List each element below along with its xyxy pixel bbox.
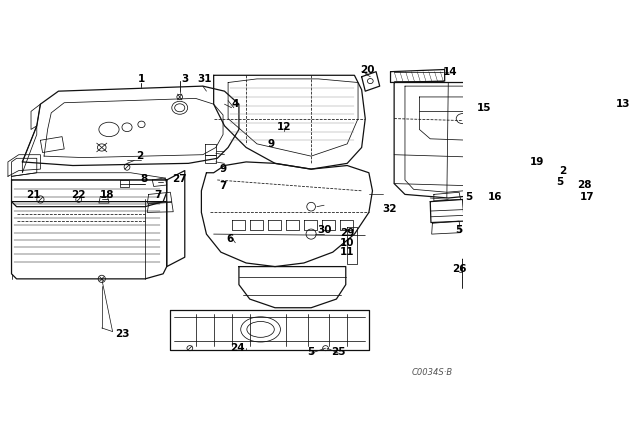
Text: 2: 2 — [559, 166, 566, 176]
Text: 29: 29 — [340, 228, 355, 237]
Text: 11: 11 — [340, 247, 355, 257]
Text: 27: 27 — [172, 174, 187, 184]
Text: 5: 5 — [456, 225, 463, 236]
Text: 6: 6 — [227, 234, 234, 244]
Text: 18: 18 — [100, 190, 115, 200]
Text: 10: 10 — [340, 238, 355, 248]
Text: 9: 9 — [220, 164, 227, 174]
Text: 2: 2 — [136, 151, 143, 161]
Text: 1: 1 — [138, 74, 145, 84]
Text: 28: 28 — [577, 180, 591, 190]
Text: 31: 31 — [197, 74, 212, 84]
Text: 26: 26 — [452, 264, 467, 274]
Text: 9: 9 — [268, 139, 275, 149]
Text: 22: 22 — [72, 190, 86, 200]
Text: 13: 13 — [616, 99, 630, 109]
Text: 8: 8 — [140, 174, 147, 184]
Text: 15: 15 — [477, 103, 492, 113]
Text: 19: 19 — [530, 157, 544, 167]
Text: 5: 5 — [307, 348, 315, 358]
Text: 32: 32 — [382, 204, 396, 214]
Text: 5: 5 — [465, 192, 472, 202]
Text: 20: 20 — [360, 65, 374, 74]
Text: 14: 14 — [442, 67, 457, 77]
Text: C0034S·B: C0034S·B — [412, 368, 453, 377]
Text: 5: 5 — [557, 177, 564, 187]
Text: 3: 3 — [181, 74, 188, 84]
Text: 23: 23 — [115, 329, 129, 339]
Text: 30: 30 — [317, 225, 332, 235]
Text: 7: 7 — [154, 190, 162, 200]
Text: 24: 24 — [230, 343, 244, 353]
Text: 7: 7 — [220, 181, 227, 191]
Text: 25: 25 — [332, 348, 346, 358]
Text: 17: 17 — [580, 192, 594, 202]
Text: 21: 21 — [26, 190, 40, 200]
Text: 12: 12 — [277, 122, 292, 132]
Text: 16: 16 — [488, 192, 502, 202]
Text: 4: 4 — [232, 99, 239, 109]
